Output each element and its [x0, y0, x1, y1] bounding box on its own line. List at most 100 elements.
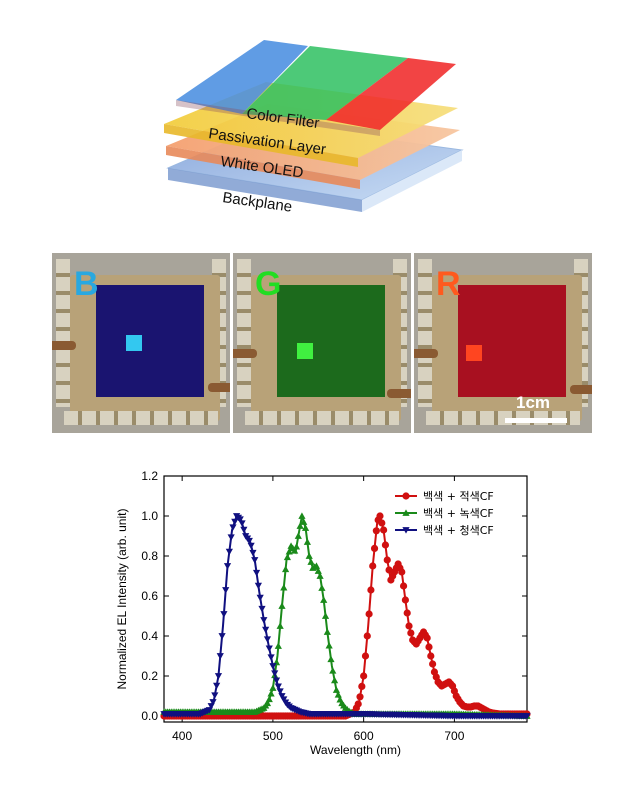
emission-area [96, 285, 204, 397]
red-color-filter [326, 58, 456, 130]
series-point-1 [291, 547, 299, 554]
x-tick-label: 500 [263, 729, 283, 743]
probe-wire [233, 349, 257, 358]
series-point-1 [292, 543, 301, 550]
series-point-2 [249, 549, 257, 557]
series-point-1 [276, 622, 284, 629]
oled-layer-stack-diagram: Color Filter Passivation Layer White OLE… [150, 28, 490, 228]
series-point-1 [332, 686, 341, 693]
series-point-0 [429, 660, 437, 668]
series-point-2 [238, 520, 246, 527]
series-point-1 [307, 558, 315, 565]
series-point-2 [231, 518, 239, 526]
series-point-1 [303, 538, 311, 545]
chart-svg: 400 500 600 700 0.0 0.2 0.4 0.6 0.8 1.0 1.2 Wavelen… [115, 469, 531, 757]
series-point-0 [354, 700, 362, 708]
series-point-2 [269, 663, 277, 670]
legend-marker [402, 509, 410, 516]
series-point-1 [267, 690, 275, 697]
series-point-2 [209, 699, 217, 706]
legend-label: 백색 + 적색CF [423, 490, 494, 503]
series-point-2 [258, 605, 266, 613]
x-tick-label: 600 [354, 729, 374, 743]
series-point-0 [369, 562, 377, 570]
lit-pixel [297, 343, 313, 359]
series-point-1 [282, 565, 290, 573]
series-point-2 [222, 587, 230, 594]
plot-frame [163, 475, 528, 723]
series-point-1 [320, 596, 328, 603]
series-point-1 [269, 684, 277, 691]
series-point-2 [247, 542, 255, 550]
series-point-0 [403, 609, 411, 617]
layer-stack-svg: Color Filter Passivation Layer White OLE… [164, 40, 464, 216]
series-point-2 [254, 582, 262, 590]
scale-bar-label: 1cm [516, 393, 551, 412]
series-point-0 [380, 526, 388, 534]
series-point-2 [252, 569, 261, 577]
device-substrate [70, 275, 220, 421]
scale-bar [505, 418, 567, 423]
series-point-1 [316, 572, 324, 579]
series-point-1 [280, 584, 288, 591]
series-point-0 [399, 582, 408, 590]
probe-wire [208, 383, 230, 392]
series-point-1 [329, 667, 337, 674]
series-point-0 [381, 541, 390, 549]
series-point-2 [240, 526, 248, 534]
y-axis-label: Normalized EL Intensity (arb. unit) [115, 509, 129, 690]
series-point-1 [300, 518, 308, 525]
series-point-2 [229, 524, 237, 531]
series-point-0 [398, 568, 406, 576]
series-point-0 [372, 527, 380, 535]
series-point-0 [367, 586, 375, 594]
lit-pixel [126, 335, 142, 351]
series-point-1 [314, 567, 322, 574]
series-point-2 [260, 617, 268, 624]
series-point-2 [271, 670, 279, 677]
color-letter: R [436, 265, 461, 303]
el-spectrum-chart: 400 500 600 700 0.0 0.2 0.4 0.6 0.8 1.0 1.2 Wavelen… [0, 460, 627, 789]
series-point-0 [427, 652, 435, 660]
series-point-1 [296, 522, 304, 529]
green-device-photo: G [233, 253, 411, 433]
series-point-2 [272, 677, 281, 684]
y-tick-label: 1.0 [141, 509, 158, 523]
series-point-2 [236, 516, 244, 523]
series-point-0 [363, 632, 371, 640]
series-point-2 [245, 537, 253, 545]
series-point-2 [251, 557, 259, 564]
probe-wire [52, 341, 76, 350]
legend-label: 백색 + 녹색CF [423, 507, 494, 520]
series-point-0 [401, 596, 409, 604]
y-tick-label: 0.0 [141, 709, 158, 723]
series-point-0 [407, 629, 415, 637]
series-point-0 [385, 566, 393, 574]
series-point-2 [274, 683, 282, 690]
series-point-0 [376, 512, 384, 520]
series-point-1 [331, 676, 339, 684]
series-point-1 [305, 552, 313, 559]
series-point-0 [358, 682, 366, 690]
emission-area [277, 285, 385, 397]
series-point-0 [425, 643, 433, 651]
series-point-0 [423, 634, 431, 642]
series-point-2 [523, 713, 531, 720]
device-photos-row: B G R 1cm [0, 250, 627, 435]
device-substrate [251, 275, 401, 421]
series-point-2 [216, 653, 224, 660]
y-tick-label: 1.2 [141, 469, 158, 483]
series-point-1 [323, 628, 331, 635]
series-point-1 [265, 695, 273, 703]
probe-wire [387, 389, 411, 398]
series-point-0 [365, 610, 373, 618]
series-point-1 [274, 642, 282, 649]
device-substrate [432, 275, 582, 421]
backplane-edge [168, 168, 362, 212]
series-point-1 [318, 584, 326, 591]
series-point-0 [370, 544, 379, 552]
y-tick-label: 0.2 [141, 669, 158, 683]
red-device-photo: R [414, 253, 592, 433]
y-tick-label: 0.8 [141, 549, 158, 563]
series-point-2 [262, 626, 270, 634]
